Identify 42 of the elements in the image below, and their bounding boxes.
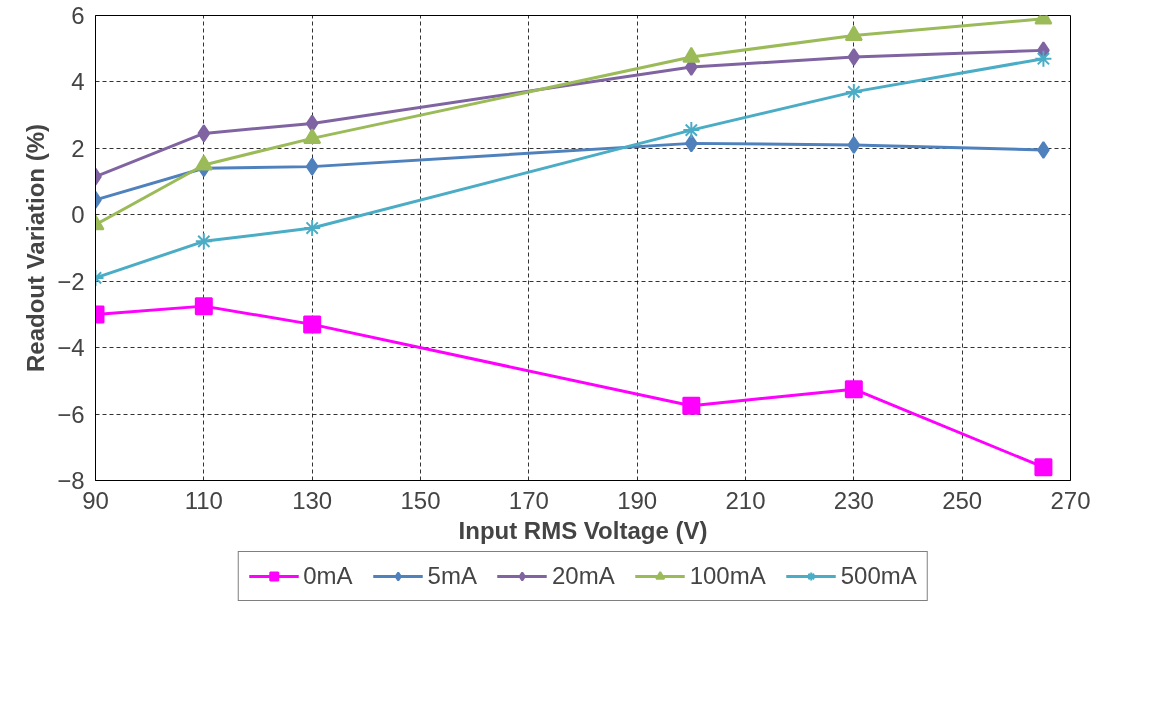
y-tick-label: −2	[57, 267, 85, 295]
point	[682, 121, 701, 140]
x-tick-label: 230	[833, 486, 874, 514]
point	[844, 82, 863, 101]
point	[305, 157, 319, 176]
x-tick-label: 150	[400, 486, 441, 514]
x-tick-label: 270	[1050, 486, 1091, 514]
legend-label: 20mA	[551, 562, 615, 590]
point	[847, 48, 861, 67]
point	[682, 396, 701, 415]
y-tick-label: 2	[71, 134, 85, 162]
y-tick-label: −6	[57, 400, 85, 428]
point	[844, 380, 863, 399]
point	[194, 297, 213, 316]
x-tick-label: 190	[617, 486, 658, 514]
y-tick-label: 6	[71, 2, 85, 29]
point	[194, 232, 213, 251]
y-tick-label: −8	[57, 467, 85, 494]
y-axis-title: Readout Variation (%)	[22, 123, 50, 373]
point	[305, 114, 319, 133]
point	[303, 128, 322, 145]
y-tick-label: 0	[71, 201, 85, 229]
x-tick-label: 170	[508, 486, 549, 514]
point	[844, 25, 863, 42]
x-tick-label: 250	[942, 486, 983, 514]
x-tick-label: 90	[82, 486, 109, 514]
x-axis-title: Input RMS Voltage (V)	[458, 516, 708, 544]
y-tick-label: 4	[71, 68, 85, 96]
x-tick-label: 110	[184, 486, 223, 514]
point	[303, 219, 322, 238]
legend-label: 100mA	[689, 562, 766, 590]
legend-label: 5mA	[427, 562, 477, 590]
point	[197, 124, 211, 143]
point	[1034, 458, 1053, 477]
legend-label: 0mA	[303, 562, 353, 590]
legend-label: 500mA	[840, 562, 917, 590]
x-tick-label: 130	[292, 486, 333, 514]
y-tick-label: −4	[57, 334, 85, 362]
point	[1034, 49, 1053, 68]
x-tick-label: 210	[725, 486, 766, 514]
point	[847, 136, 861, 155]
point	[303, 315, 322, 334]
